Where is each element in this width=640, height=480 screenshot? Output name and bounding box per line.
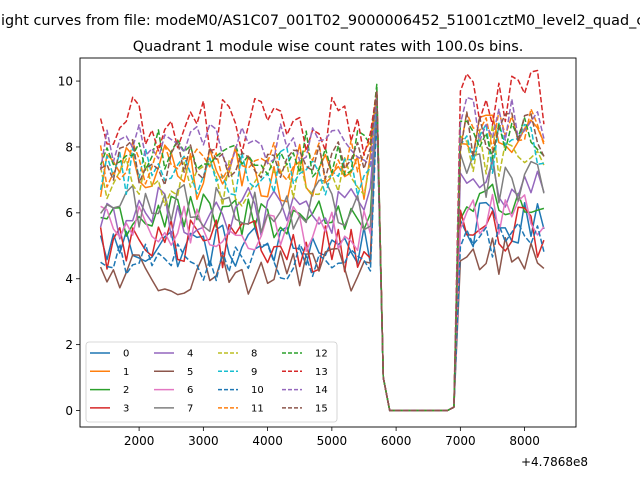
legend-box — [85, 341, 338, 423]
legend-label-4: 4 — [187, 349, 193, 360]
plot-area-frame — [79, 57, 577, 428]
series-line-13 — [99, 69, 545, 412]
legend-label-8: 8 — [251, 349, 257, 360]
legend-label-0: 0 — [123, 349, 129, 360]
series-line-4 — [99, 100, 545, 412]
series-line-12 — [99, 83, 545, 412]
x-tick-label: 7000 — [445, 434, 476, 448]
x-offset-label: +4.7868e8 — [521, 455, 588, 469]
legend-label-12: 12 — [315, 349, 328, 360]
y-tick-label: 6 — [65, 206, 73, 220]
x-tick-label: 4000 — [252, 434, 283, 448]
legend-label-14: 14 — [315, 385, 328, 396]
legend-label-9: 9 — [251, 367, 257, 378]
legend-label-11: 11 — [251, 404, 264, 415]
x-tick-label: 5000 — [317, 434, 348, 448]
series-line-6 — [100, 106, 545, 412]
x-tick-label: 6000 — [381, 434, 412, 448]
y-tick-label: 10 — [58, 74, 73, 88]
series-line-10 — [100, 113, 545, 412]
legend-label-1: 1 — [123, 367, 129, 378]
series-line-8 — [99, 96, 545, 412]
series-line-2 — [100, 103, 545, 412]
x-tick-label: 3000 — [188, 434, 219, 448]
legend-label-10: 10 — [251, 385, 264, 396]
legend-label-5: 5 — [187, 367, 193, 378]
y-tick-label: 8 — [65, 140, 73, 154]
series-line-14 — [99, 93, 545, 412]
series-line-5 — [99, 90, 545, 412]
legend-label-13: 13 — [315, 367, 328, 378]
series-line-0 — [99, 100, 545, 412]
y-tick-label: 2 — [65, 338, 73, 352]
series-line-9 — [99, 100, 545, 412]
legend-label-2: 2 — [123, 385, 129, 396]
legend-label-15: 15 — [315, 404, 328, 415]
y-tick-label: 0 — [65, 404, 73, 418]
series-line-15 — [100, 90, 545, 412]
chart-title: Quadrant 1 module wise count rates with … — [133, 39, 524, 55]
y-axis: 0 2 4 6 8 10 — [58, 74, 80, 418]
legend-label-3: 3 — [123, 404, 129, 415]
x-tick-label: 8000 — [509, 434, 540, 448]
series-layer — [99, 69, 545, 412]
legend-label-7: 7 — [187, 404, 193, 415]
x-tick-label: 2000 — [124, 434, 155, 448]
chart-suptitle: Plotting light curves from file: modeM0/… — [0, 13, 640, 29]
legend-label-6: 6 — [187, 385, 193, 396]
x-axis: 2000 3000 4000 5000 6000 7000 8000 — [124, 427, 540, 448]
y-tick-label: 4 — [65, 272, 73, 286]
